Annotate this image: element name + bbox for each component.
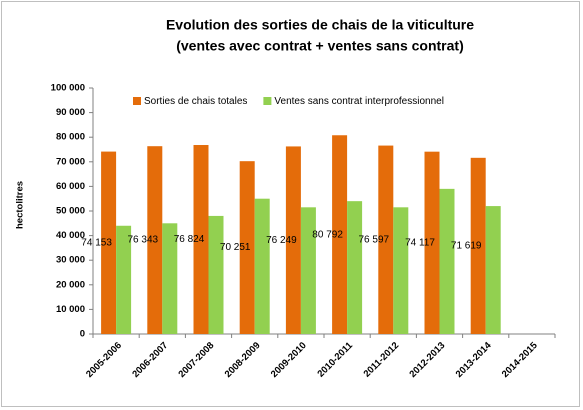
y-tick-label: 100 000	[51, 83, 85, 94]
data-label: 74 117	[405, 237, 435, 248]
y-tick-label: 0	[80, 329, 85, 340]
y-tick-label: 30 000	[56, 255, 85, 266]
data-label: 80 792	[312, 229, 343, 240]
data-label: 76 343	[128, 235, 159, 246]
bar	[300, 207, 316, 334]
data-label: 71 619	[451, 241, 482, 252]
bar	[193, 145, 209, 334]
legend-label: Ventes sans contrat interprofessionnel	[274, 96, 444, 107]
legend-label: Sorties de chais totales	[144, 96, 247, 107]
bar	[424, 151, 440, 334]
data-label: 70 251	[220, 242, 251, 253]
y-axis-label: hectolitres	[15, 181, 26, 229]
chart-title: Evolution des sorties de chais de la vit…	[166, 17, 474, 33]
bar	[378, 145, 394, 334]
bar	[485, 206, 501, 334]
y-tick-label: 80 000	[56, 132, 85, 143]
bar	[439, 188, 455, 334]
bar	[147, 146, 163, 334]
bar	[101, 151, 117, 334]
data-label: 76 597	[359, 234, 390, 245]
y-tick-label: 90 000	[56, 107, 85, 118]
data-label: 74 153	[81, 237, 112, 248]
bar	[285, 146, 301, 334]
bar	[332, 135, 348, 334]
y-tick-label: 40 000	[56, 230, 85, 241]
bar	[347, 201, 363, 334]
data-label: 76 249	[266, 235, 297, 246]
bar	[116, 225, 132, 334]
legend-swatch	[133, 97, 141, 105]
bar	[254, 198, 270, 334]
bar	[208, 215, 224, 334]
legend-swatch	[263, 97, 272, 105]
bar	[239, 161, 255, 334]
y-tick-label: 50 000	[56, 206, 85, 217]
y-tick-label: 60 000	[56, 181, 85, 192]
y-tick-label: 20 000	[56, 279, 85, 290]
bar	[162, 223, 178, 334]
chart-subtitle: (ventes avec contrat + ventes sans contr…	[176, 38, 464, 54]
y-tick-label: 10 000	[56, 304, 85, 315]
bar	[393, 207, 409, 334]
data-label: 76 824	[174, 234, 205, 245]
bar	[470, 157, 486, 334]
y-tick-label: 70 000	[56, 156, 85, 167]
